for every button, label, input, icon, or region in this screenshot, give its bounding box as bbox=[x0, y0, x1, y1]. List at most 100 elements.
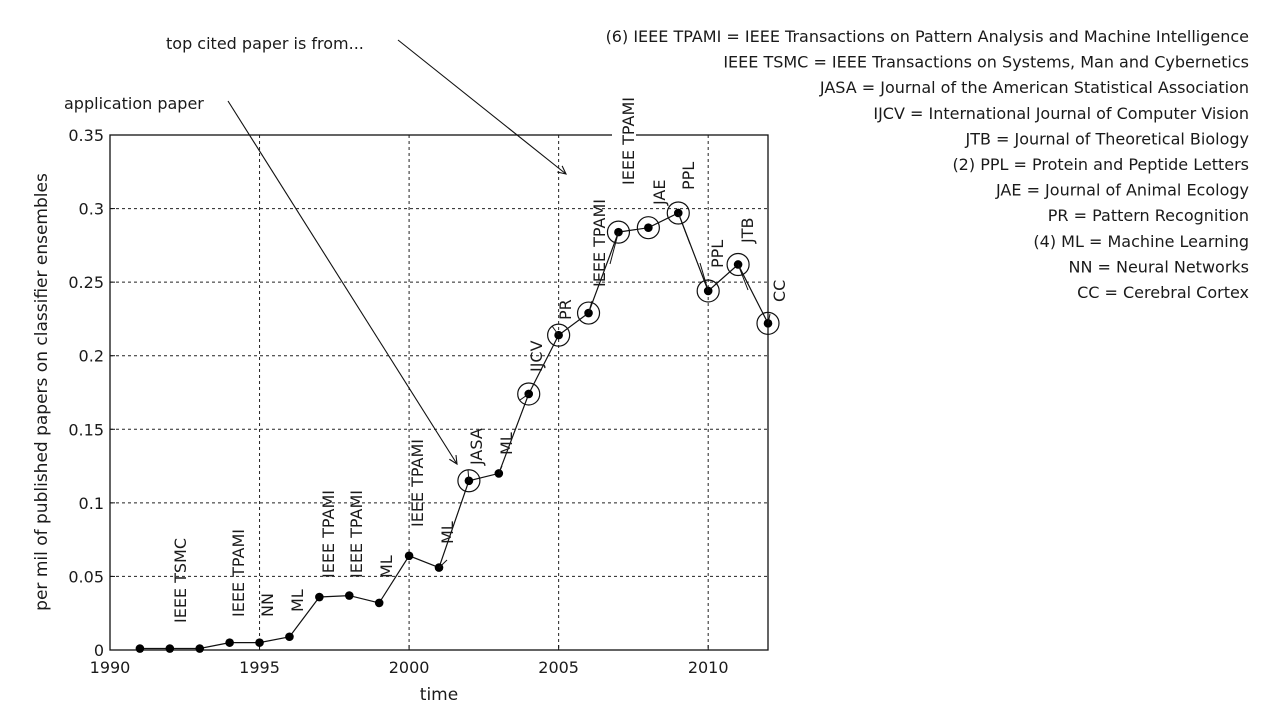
venue-label: ML bbox=[288, 589, 307, 612]
highlight-ring bbox=[576, 301, 601, 325]
data-point bbox=[494, 469, 504, 478]
venue-label: IEEE TSMC bbox=[171, 538, 190, 623]
venue-label: CC bbox=[770, 280, 789, 302]
venue-label: IJCV bbox=[527, 340, 546, 372]
venue-label: ML bbox=[438, 521, 457, 544]
y-axis-ticks: 0 0.05 0.1 0.15 0.2 0.25 0.3 0.35 bbox=[68, 126, 115, 660]
series bbox=[135, 201, 780, 653]
y-tick-label: 0.3 bbox=[79, 200, 104, 219]
x-axis-ticks: 1990 1995 2000 2005 2010 bbox=[90, 645, 729, 677]
data-point bbox=[195, 644, 205, 653]
data-point bbox=[135, 644, 145, 653]
data-point bbox=[464, 476, 474, 486]
venue-label: IEEE TPAMI bbox=[619, 97, 638, 185]
data-point bbox=[285, 632, 294, 642]
venue-label: JASA bbox=[467, 428, 486, 466]
label-leader bbox=[519, 393, 530, 401]
legend-entry: PR = Pattern Recognition bbox=[1048, 206, 1249, 225]
label-background bbox=[612, 128, 636, 140]
highlight-ring bbox=[666, 201, 690, 225]
venue-label: IEEE TPAMI bbox=[347, 490, 366, 578]
series-line bbox=[139, 212, 769, 650]
venue-labels: IEEE TSMC IEEE TPAMI NN ML IEEE TPAMI IEEE TP… bbox=[171, 97, 789, 623]
data-point bbox=[315, 592, 324, 602]
label-leader bbox=[498, 465, 503, 474]
highlight-ring bbox=[457, 469, 481, 493]
data-point bbox=[374, 598, 384, 608]
label-leader bbox=[467, 469, 470, 481]
y-tick-label: 0.15 bbox=[68, 420, 104, 439]
x-tick-label: 1990 bbox=[90, 658, 131, 677]
legend-entry: IEEE TSMC = IEEE Transactions on Systems… bbox=[723, 53, 1249, 72]
highlight-ring bbox=[606, 220, 631, 244]
arrow-head bbox=[557, 165, 567, 175]
highlight-ring bbox=[517, 382, 541, 406]
venue-label: PPL bbox=[679, 162, 698, 190]
label-leader bbox=[699, 262, 709, 292]
legend: (6) IEEE TPAMI = IEEE Transactions on Pa… bbox=[606, 27, 1249, 302]
label-leader bbox=[588, 300, 593, 314]
legend-entry: NN = Neural Networks bbox=[1068, 257, 1249, 276]
y-tick-label: 0.05 bbox=[68, 567, 104, 586]
data-point bbox=[644, 223, 653, 232]
highlight-ring bbox=[756, 311, 780, 335]
label-leader bbox=[767, 313, 771, 324]
annotation-application-paper: application paper bbox=[64, 94, 204, 113]
y-tick-label: 0.35 bbox=[68, 126, 104, 145]
venue-label: IEEE TPAMI bbox=[590, 199, 609, 287]
x-tick-label: 2010 bbox=[688, 658, 729, 677]
grid bbox=[110, 135, 768, 650]
highlight-ring bbox=[636, 216, 660, 240]
venue-label: JAE bbox=[650, 180, 669, 207]
venue-label: IEEE TPAMI bbox=[229, 529, 248, 617]
x-tick-label: 2000 bbox=[389, 658, 430, 677]
legend-entry: JTB = Journal of Theoretical Biology bbox=[964, 129, 1249, 148]
legend-entry: (6) IEEE TPAMI = IEEE Transactions on Pa… bbox=[606, 27, 1249, 46]
data-point bbox=[344, 591, 354, 600]
annotation-arrow bbox=[227, 100, 458, 465]
legend-entry: JASA = Journal of the American Statistic… bbox=[819, 78, 1249, 97]
legend-entry: IJCV = International Journal of Computer… bbox=[873, 104, 1249, 123]
venue-label: ML bbox=[377, 555, 396, 578]
y-axis-label: per mil of published papers on classifie… bbox=[32, 173, 52, 611]
label-leader bbox=[737, 264, 749, 291]
label-leaders bbox=[438, 212, 771, 568]
highlight-ring bbox=[696, 279, 720, 303]
label-leader bbox=[551, 325, 560, 336]
venue-label: PPL bbox=[708, 240, 727, 268]
x-tick-label: 1995 bbox=[239, 658, 280, 677]
plot-frame bbox=[109, 134, 769, 651]
x-axis-label: time bbox=[420, 685, 458, 705]
annotation-top-cited: top cited paper is from... bbox=[166, 34, 364, 53]
annotation-arrow bbox=[397, 39, 567, 175]
data-point bbox=[404, 551, 414, 561]
data-point bbox=[225, 638, 234, 647]
label-leader bbox=[677, 212, 691, 245]
label-leader bbox=[609, 231, 619, 265]
label-leader bbox=[438, 559, 448, 568]
data-point bbox=[255, 638, 264, 647]
data-point bbox=[554, 330, 563, 340]
x-tick-label: 2005 bbox=[538, 658, 579, 677]
legend-entry: CC = Cerebral Cortex bbox=[1077, 283, 1249, 302]
y-tick-label: 0 bbox=[94, 641, 104, 660]
highlight-ring bbox=[547, 323, 571, 347]
venue-label: PR bbox=[556, 299, 575, 320]
legend-entry: (4) ML = Machine Learning bbox=[1033, 232, 1249, 251]
y-tick-label: 0.25 bbox=[68, 273, 104, 292]
highlight-ring bbox=[726, 252, 750, 277]
y-tick-label: 0.2 bbox=[79, 347, 104, 366]
venue-label: NN bbox=[258, 593, 277, 617]
legend-entry: (2) PPL = Protein and Peptide Letters bbox=[952, 155, 1249, 174]
venue-label: ML bbox=[497, 432, 516, 455]
venue-label: IEEE TPAMI bbox=[408, 439, 427, 527]
annotations: application paper top cited paper is fro… bbox=[64, 34, 567, 466]
venue-label: IEEE TPAMI bbox=[319, 490, 338, 578]
y-tick-label: 0.1 bbox=[79, 494, 104, 513]
venue-label: JTB bbox=[738, 218, 757, 244]
data-point bbox=[165, 644, 175, 653]
arrow-head bbox=[449, 454, 458, 466]
data-point bbox=[763, 319, 773, 328]
legend-entry: JAE = Journal of Animal Ecology bbox=[995, 181, 1249, 200]
